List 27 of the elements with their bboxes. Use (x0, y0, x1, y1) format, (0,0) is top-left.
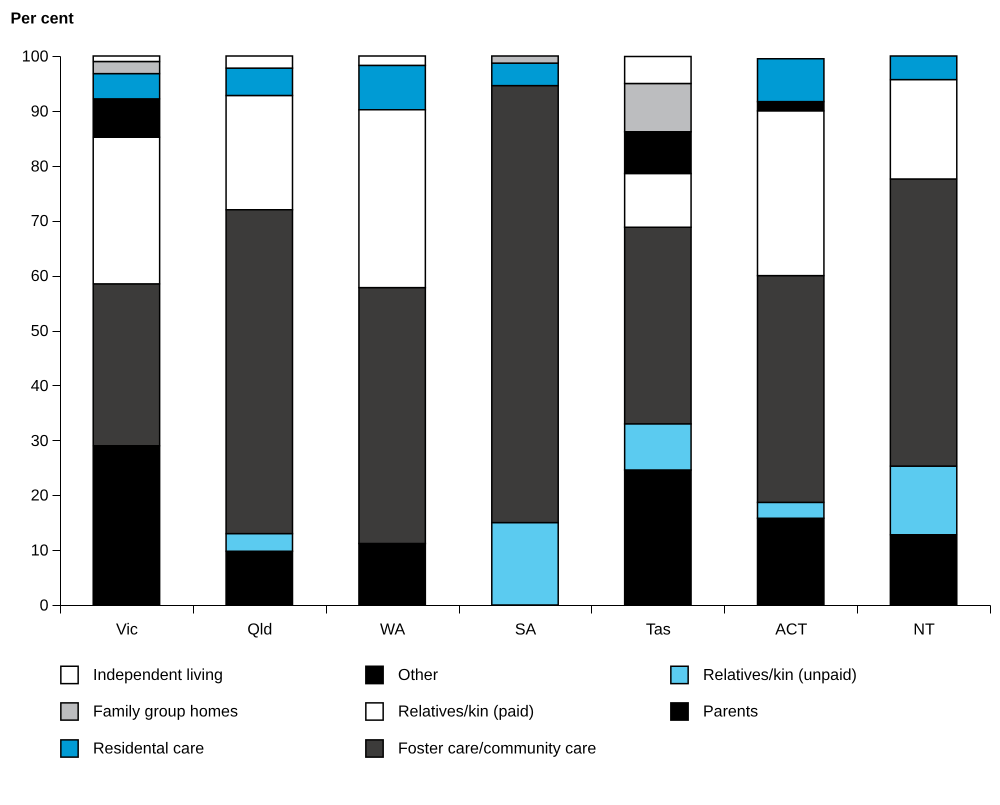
y-axis-title: Per cent (10, 10, 74, 28)
legend-label: Relatives/kin (unpaid) (703, 666, 857, 684)
x-tick-label: NT (913, 622, 935, 638)
legend-label: Other (398, 666, 439, 684)
legend-label: Parents (703, 704, 758, 720)
y-tick-label: 100 (22, 48, 49, 66)
y-tick-label: 70 (30, 213, 49, 230)
y-tick-label: 40 (30, 378, 49, 395)
y-tick-label: 30 (30, 432, 49, 450)
legend-label: Foster care/community care (398, 740, 596, 758)
legend-label: Relatives/kin (paid) (398, 704, 534, 720)
x-tick-label: Tas (646, 622, 671, 638)
legend-label: Family group homes (93, 704, 238, 720)
y-tick-label: 80 (30, 158, 49, 176)
x-tick-label: Vic (116, 622, 138, 638)
x-tick-label: ACT (775, 622, 808, 638)
y-tick-label: 50 (30, 323, 49, 340)
x-tick-label: Qld (247, 622, 272, 638)
y-tick-label: 10 (30, 542, 49, 560)
y-tick-label: 20 (30, 488, 49, 505)
y-tick-label: 90 (30, 103, 49, 120)
y-tick-label: 60 (30, 268, 49, 286)
legend-label: Residental care (93, 740, 204, 758)
x-tick-label: WA (380, 622, 406, 638)
y-tick-label: 0 (40, 598, 49, 614)
legend-label: Independent living (93, 666, 223, 684)
x-tick-label: SA (514, 622, 536, 638)
